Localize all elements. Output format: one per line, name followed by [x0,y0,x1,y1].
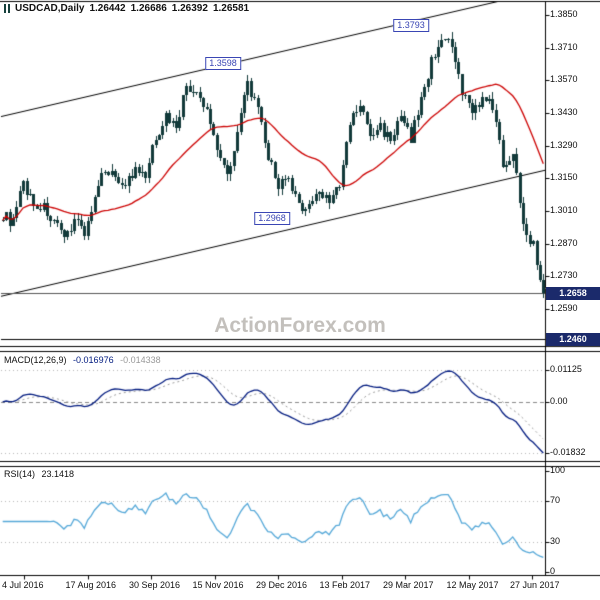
macd-value-signal: -0.014338 [120,355,161,365]
chart-title-bar: USDCAD,Daily 1.26442 1.26686 1.26392 1.2… [4,3,254,14]
candlestick-icon [4,4,10,13]
macd-indicator-label: MACD(12,26,9) -0.016976 -0.014338 [4,355,165,365]
macd-value-main: -0.016976 [73,355,114,365]
rsi-indicator-label: RSI(14) 23.1418 [4,469,78,479]
quote-close: 1.26581 [212,3,250,14]
quote-open: 1.26442 [89,3,126,14]
macd-name: MACD(12,26,9) [4,355,67,365]
rsi-value: 23.1418 [41,469,75,479]
quote-low: 1.26392 [171,3,208,14]
symbol-timeframe: USDCAD,Daily [15,3,85,14]
rsi-name: RSI(14) [4,469,36,479]
quote-high: 1.26686 [130,3,167,14]
